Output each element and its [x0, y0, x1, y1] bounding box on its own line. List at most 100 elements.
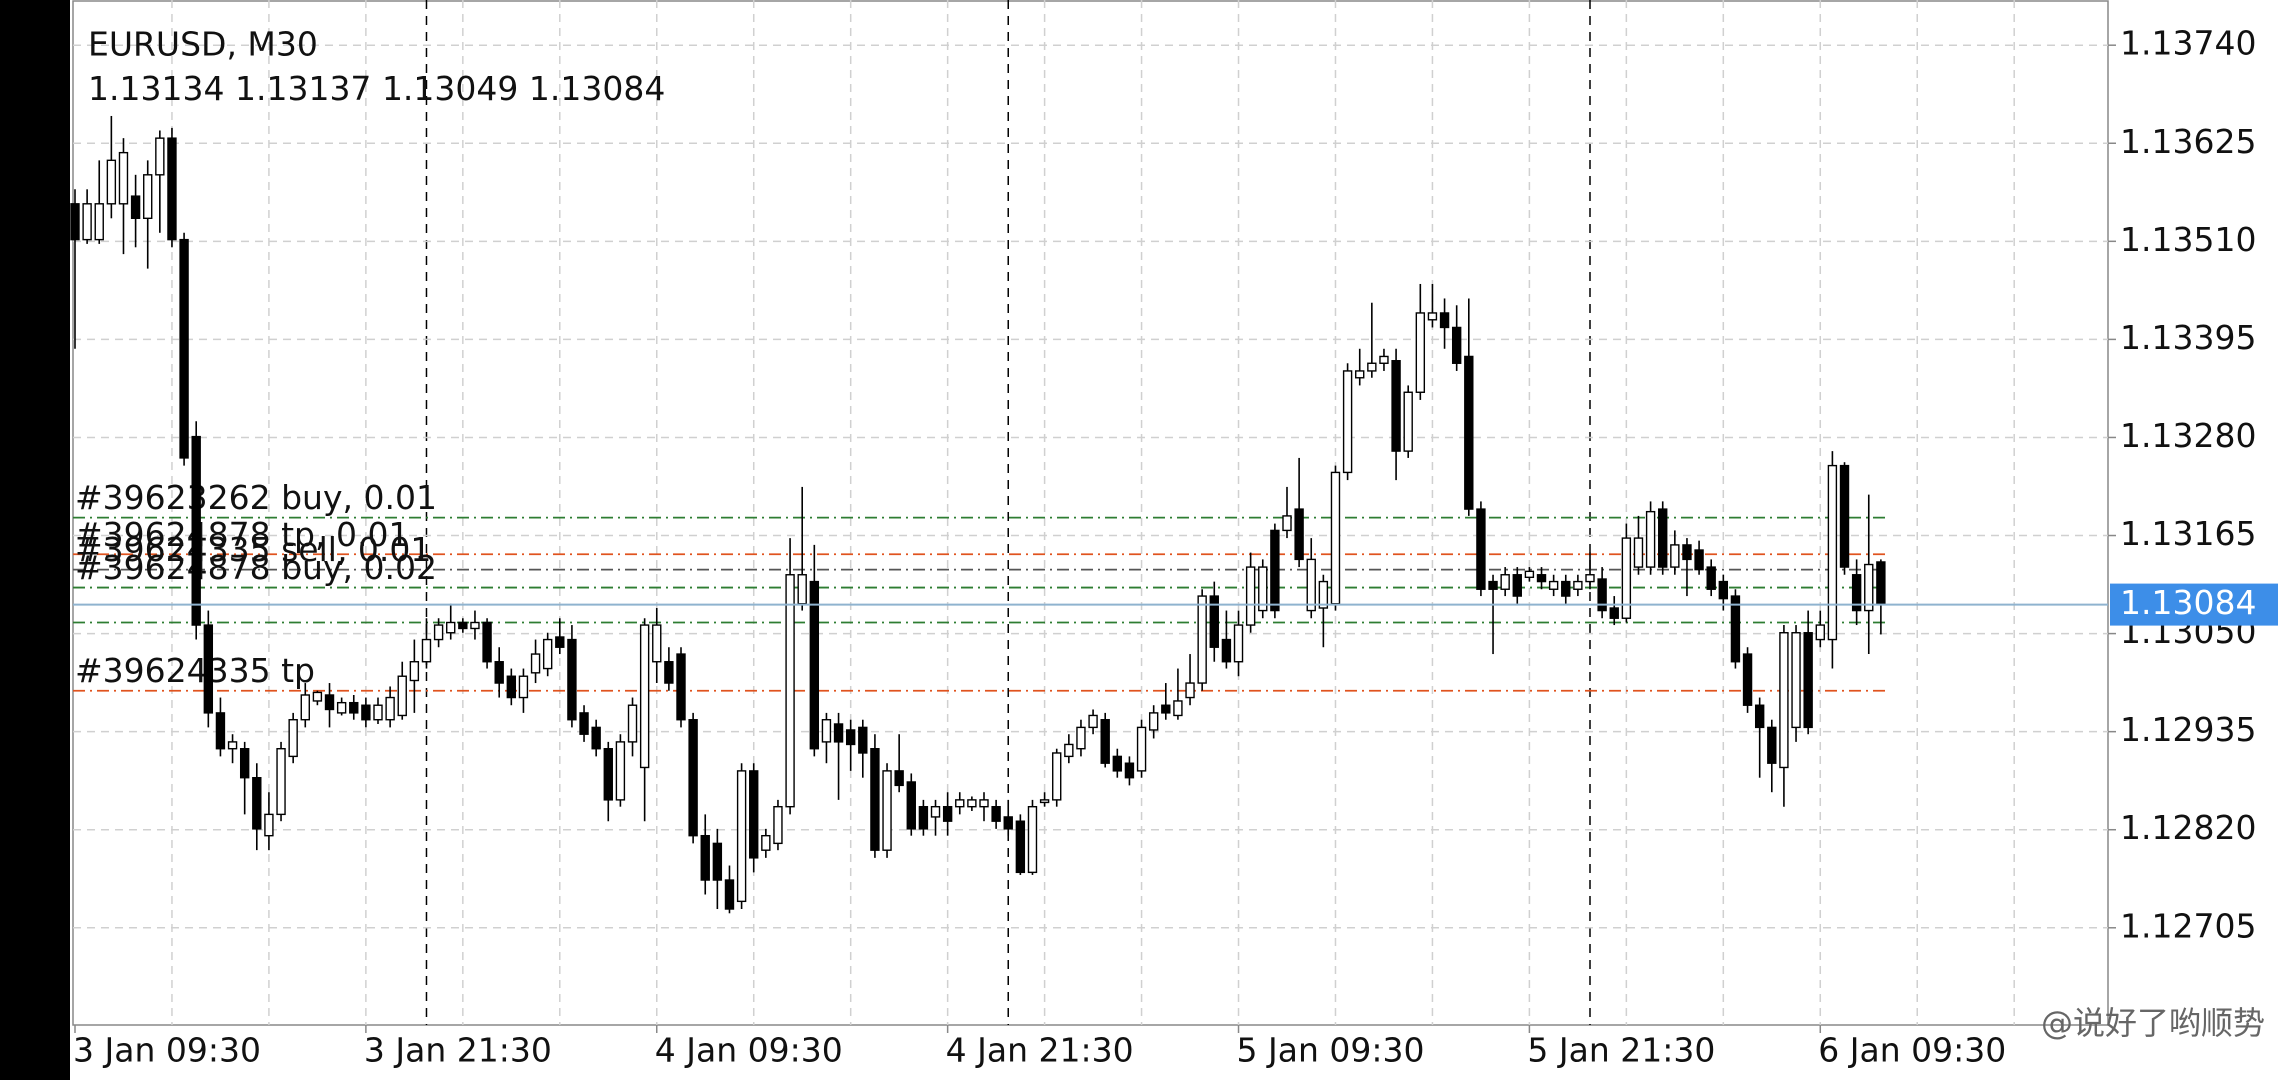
candle-body	[1876, 561, 1886, 606]
candle-body	[627, 704, 638, 743]
candle-body	[1330, 471, 1341, 605]
candle-body	[1245, 566, 1256, 626]
x-tick-label: 4 Jan 09:30	[655, 1031, 843, 1070]
candle-body	[591, 726, 601, 750]
candle-body	[1015, 820, 1026, 874]
candle-body	[1851, 574, 1862, 612]
header-open: 1.13134	[88, 69, 224, 108]
candle-body	[567, 638, 577, 721]
candle-body	[1803, 632, 1813, 729]
order-label: #39624878 buy, 0.02	[75, 548, 437, 587]
candle-body	[167, 137, 177, 241]
candle-body	[1488, 580, 1498, 590]
candle-body	[1476, 508, 1486, 590]
candle-body	[858, 726, 868, 754]
candle-body	[761, 834, 771, 851]
candle-body	[239, 748, 250, 779]
candle-body	[652, 624, 662, 663]
candle-body	[179, 238, 189, 459]
candle-body	[1682, 544, 1692, 561]
candle-body	[312, 691, 323, 702]
candle-body	[1136, 726, 1147, 772]
candle-body	[1464, 355, 1474, 510]
candle-body	[518, 675, 529, 699]
candle-body	[882, 770, 892, 851]
candle-body	[1548, 580, 1559, 590]
candle-body	[1233, 624, 1244, 663]
candle-body	[712, 842, 723, 881]
candle-body	[446, 621, 456, 634]
candle-body	[130, 195, 141, 220]
candle-body	[1306, 558, 1316, 612]
x-tick-label: 3 Jan 09:30	[73, 1031, 261, 1070]
candle-body	[1209, 595, 1219, 648]
candle-body	[664, 661, 674, 684]
ohlc-header: 1.13134 1.13137 1.13049 1.13084	[88, 69, 665, 108]
x-tick-label: 5 Jan 09:30	[1237, 1031, 1425, 1070]
candle-body	[227, 741, 238, 750]
header-low: 1.13049	[382, 69, 518, 108]
candle-body	[942, 805, 953, 822]
candle-body	[1500, 574, 1510, 590]
candle-body	[1609, 607, 1619, 619]
candle-body	[1779, 632, 1789, 769]
candle-body	[688, 719, 698, 837]
candle-body	[1512, 574, 1522, 597]
candle-body	[749, 770, 759, 859]
candle-body	[1052, 752, 1062, 801]
candle-body	[252, 777, 262, 830]
candle-body	[1318, 580, 1329, 609]
candle-body	[143, 174, 153, 220]
candle-body	[1379, 355, 1389, 364]
current-price-box	[2110, 583, 2278, 626]
current-price-label: 1.13084	[2120, 583, 2256, 622]
candle-body	[1439, 312, 1450, 329]
candle-body	[955, 799, 965, 808]
candle-body	[1670, 544, 1680, 568]
chart-title: EURUSD, M30	[88, 25, 318, 64]
candle-body	[1427, 312, 1438, 321]
x-tick-label: 4 Jan 21:30	[946, 1031, 1134, 1070]
orders: #39623262 buy, 0.01#39624878 tp, 0.01#39…	[73, 478, 1885, 692]
candle-body	[700, 834, 710, 881]
y-tick-label: 1.12705	[2120, 906, 2256, 945]
candle-body	[1027, 805, 1038, 874]
candle-body	[191, 435, 201, 626]
candle-body	[1718, 580, 1729, 600]
candle-body	[773, 805, 783, 845]
candle-body	[458, 621, 468, 630]
candle-body	[94, 203, 104, 241]
y-tick-label: 1.13740	[2120, 24, 2256, 63]
candle-body	[203, 624, 214, 714]
candle-body	[797, 574, 807, 605]
y-tick-label: 1.13280	[2120, 416, 2256, 455]
candle-body	[433, 624, 444, 641]
candle-body	[542, 638, 553, 670]
candle-body	[1621, 537, 1632, 619]
candle-body	[1039, 799, 1050, 804]
candle-body	[1561, 580, 1571, 597]
candle-body	[579, 712, 589, 735]
candle-body	[482, 621, 492, 663]
candle-body	[1173, 700, 1183, 717]
left-edge	[0, 0, 70, 1080]
candle-body	[1536, 574, 1547, 583]
candle-body	[1585, 574, 1595, 583]
candle-body	[470, 621, 480, 630]
candle-body	[615, 741, 626, 801]
candle-body	[349, 701, 359, 714]
candle-body	[1645, 510, 1656, 568]
candle-body	[1282, 515, 1292, 532]
candle-body	[1754, 704, 1765, 729]
candle-body	[845, 729, 856, 746]
candle-body	[155, 137, 165, 176]
candles	[70, 115, 1886, 914]
candle-body	[1694, 549, 1704, 571]
candle-body	[409, 661, 420, 682]
candle-body	[1730, 595, 1741, 663]
candle-body	[1088, 714, 1098, 729]
candle-body	[1451, 326, 1462, 364]
candle-body	[494, 661, 504, 684]
candle-body	[1827, 464, 1838, 641]
